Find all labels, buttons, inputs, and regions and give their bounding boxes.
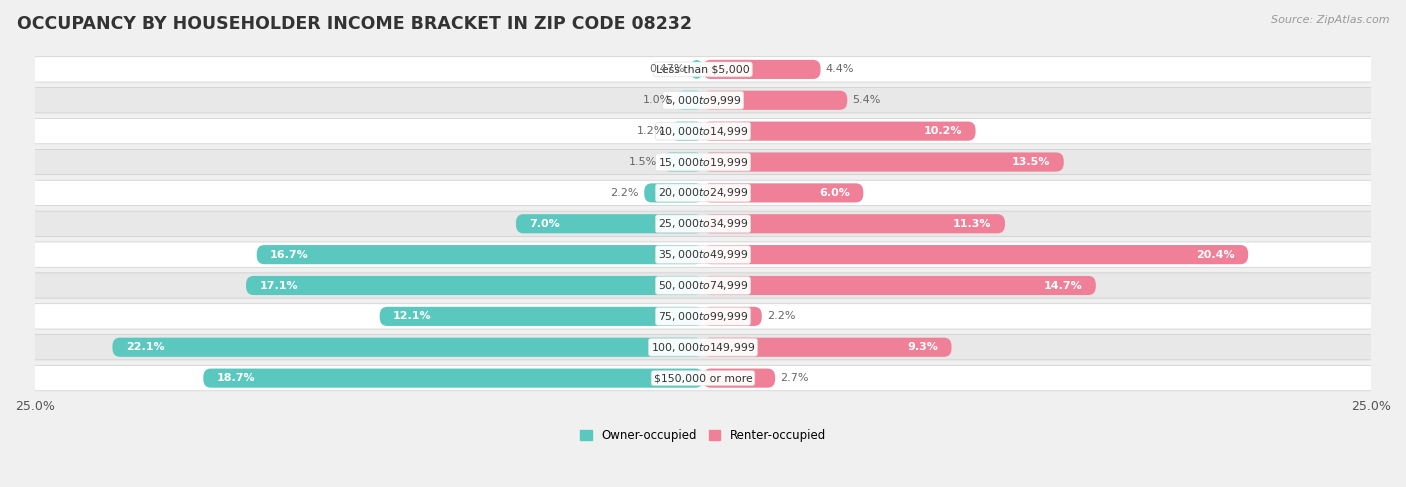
FancyBboxPatch shape (703, 152, 1064, 171)
Text: $5,000 to $9,999: $5,000 to $9,999 (665, 94, 741, 107)
FancyBboxPatch shape (257, 245, 703, 264)
Text: 17.1%: 17.1% (259, 281, 298, 291)
FancyBboxPatch shape (676, 91, 703, 110)
Text: 6.0%: 6.0% (820, 188, 851, 198)
FancyBboxPatch shape (27, 150, 1379, 175)
Text: 4.4%: 4.4% (825, 64, 855, 75)
FancyBboxPatch shape (27, 180, 1379, 206)
Text: 7.0%: 7.0% (529, 219, 560, 229)
Text: $25,000 to $34,999: $25,000 to $34,999 (658, 217, 748, 230)
Text: 18.7%: 18.7% (217, 373, 256, 383)
Text: 22.1%: 22.1% (125, 342, 165, 352)
Text: 0.47%: 0.47% (650, 64, 685, 75)
Text: $150,000 or more: $150,000 or more (654, 373, 752, 383)
FancyBboxPatch shape (27, 273, 1379, 298)
FancyBboxPatch shape (112, 337, 703, 357)
Legend: Owner-occupied, Renter-occupied: Owner-occupied, Renter-occupied (579, 429, 827, 442)
Text: 13.5%: 13.5% (1012, 157, 1050, 167)
FancyBboxPatch shape (27, 365, 1379, 391)
FancyBboxPatch shape (246, 276, 703, 295)
Text: 10.2%: 10.2% (924, 126, 962, 136)
Text: 2.2%: 2.2% (768, 311, 796, 321)
FancyBboxPatch shape (690, 60, 703, 79)
Text: $35,000 to $49,999: $35,000 to $49,999 (658, 248, 748, 261)
FancyBboxPatch shape (204, 369, 703, 388)
Text: Less than $5,000: Less than $5,000 (657, 64, 749, 75)
FancyBboxPatch shape (380, 307, 703, 326)
Text: $15,000 to $19,999: $15,000 to $19,999 (658, 155, 748, 169)
Text: 14.7%: 14.7% (1043, 281, 1083, 291)
Text: $100,000 to $149,999: $100,000 to $149,999 (651, 341, 755, 354)
Text: $50,000 to $74,999: $50,000 to $74,999 (658, 279, 748, 292)
Text: 16.7%: 16.7% (270, 250, 309, 260)
Text: Source: ZipAtlas.com: Source: ZipAtlas.com (1271, 15, 1389, 25)
Text: 11.3%: 11.3% (953, 219, 991, 229)
FancyBboxPatch shape (703, 183, 863, 203)
FancyBboxPatch shape (662, 152, 703, 171)
Text: OCCUPANCY BY HOUSEHOLDER INCOME BRACKET IN ZIP CODE 08232: OCCUPANCY BY HOUSEHOLDER INCOME BRACKET … (17, 15, 692, 33)
Text: 1.5%: 1.5% (630, 157, 658, 167)
Text: 2.2%: 2.2% (610, 188, 638, 198)
Text: 2.7%: 2.7% (780, 373, 808, 383)
FancyBboxPatch shape (27, 211, 1379, 236)
Text: 9.3%: 9.3% (907, 342, 938, 352)
FancyBboxPatch shape (27, 57, 1379, 82)
FancyBboxPatch shape (703, 245, 1249, 264)
Text: 5.4%: 5.4% (852, 95, 882, 105)
FancyBboxPatch shape (27, 118, 1379, 144)
Text: $75,000 to $99,999: $75,000 to $99,999 (658, 310, 748, 323)
FancyBboxPatch shape (703, 214, 1005, 233)
FancyBboxPatch shape (27, 304, 1379, 329)
FancyBboxPatch shape (27, 335, 1379, 360)
Text: 20.4%: 20.4% (1197, 250, 1234, 260)
Text: $20,000 to $24,999: $20,000 to $24,999 (658, 187, 748, 199)
FancyBboxPatch shape (27, 88, 1379, 113)
FancyBboxPatch shape (703, 369, 775, 388)
FancyBboxPatch shape (27, 242, 1379, 267)
FancyBboxPatch shape (703, 337, 952, 357)
FancyBboxPatch shape (703, 276, 1095, 295)
FancyBboxPatch shape (516, 214, 703, 233)
FancyBboxPatch shape (703, 122, 976, 141)
Text: $10,000 to $14,999: $10,000 to $14,999 (658, 125, 748, 138)
FancyBboxPatch shape (671, 122, 703, 141)
FancyBboxPatch shape (703, 60, 821, 79)
Text: 1.2%: 1.2% (637, 126, 665, 136)
FancyBboxPatch shape (644, 183, 703, 203)
Text: 1.0%: 1.0% (643, 95, 671, 105)
FancyBboxPatch shape (703, 91, 848, 110)
Text: 12.1%: 12.1% (394, 311, 432, 321)
FancyBboxPatch shape (703, 307, 762, 326)
